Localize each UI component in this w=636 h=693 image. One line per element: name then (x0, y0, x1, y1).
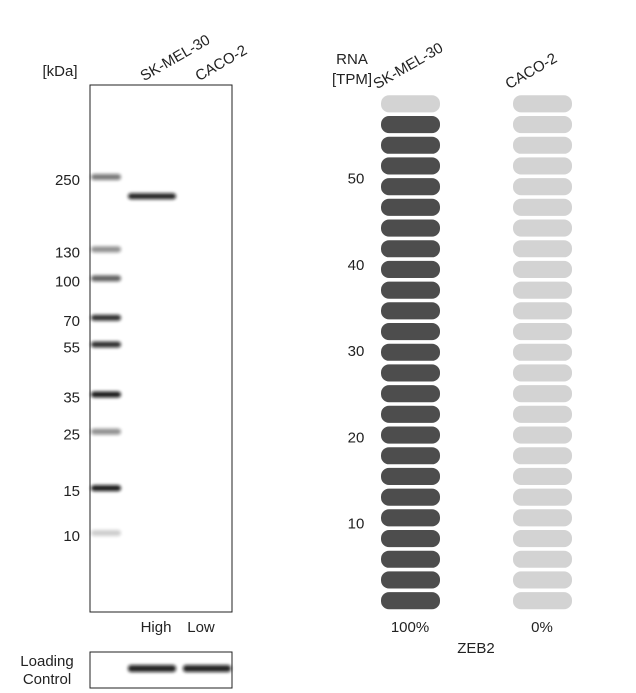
rna-pill (381, 509, 440, 527)
marker-label: 70 (63, 313, 80, 330)
blot-frame (89, 84, 233, 613)
rna-tick-label: 50 (348, 171, 365, 188)
rna-pill (513, 302, 572, 320)
marker-band (91, 428, 121, 435)
rna-pill (513, 343, 572, 361)
rna-pill (381, 550, 440, 568)
rna-pill (381, 447, 440, 465)
marker-label: 100 (55, 273, 80, 290)
marker-band (91, 314, 121, 321)
marker-band (91, 341, 121, 348)
marker-label: 25 (63, 427, 80, 444)
rna-pill (513, 95, 572, 113)
rna-pill (513, 281, 572, 299)
rna-pill (513, 592, 572, 610)
rna-lane-label: SK-MEL-30 (370, 39, 446, 92)
rna-pill (513, 571, 572, 589)
rna-pill (513, 219, 572, 237)
rna-pill (381, 240, 440, 258)
rna-pill (513, 385, 572, 403)
rna-axis-label: RNA (336, 51, 368, 68)
rna-pill (381, 260, 440, 278)
marker-band (91, 275, 121, 282)
level-label: Low (187, 619, 215, 636)
marker-band (91, 246, 121, 253)
rna-pill (513, 136, 572, 154)
rna-pill (513, 405, 572, 423)
rna-pill (513, 178, 572, 196)
rna-pill (381, 178, 440, 196)
marker-band (91, 530, 121, 536)
marker-label: 250 (55, 172, 80, 189)
rna-tick-label: 20 (348, 429, 365, 446)
rna-axis-label: [TPM] (332, 71, 372, 88)
rna-pill (513, 157, 572, 175)
rna-pill (381, 323, 440, 341)
rna-pill (381, 385, 440, 403)
rna-pill (513, 467, 572, 485)
marker-band (91, 485, 121, 492)
marker-label: 55 (63, 339, 80, 356)
rna-tick-label: 40 (348, 257, 365, 274)
loading-label: Control (23, 671, 71, 688)
rna-pill (381, 343, 440, 361)
rna-pill (513, 240, 572, 258)
marker-label: 15 (63, 483, 80, 500)
rna-pill (381, 364, 440, 382)
marker-band (91, 391, 121, 398)
marker-label: 130 (55, 244, 80, 261)
rna-pill (381, 592, 440, 610)
marker-label: 10 (63, 528, 80, 545)
rna-pill (381, 136, 440, 154)
rna-pill (513, 323, 572, 341)
loading-band (128, 665, 176, 672)
rna-pill (381, 116, 440, 134)
level-label: High (141, 619, 172, 636)
sample-band (128, 193, 176, 200)
rna-pill (513, 198, 572, 216)
rna-tick-label: 30 (348, 343, 365, 360)
rna-pill (513, 488, 572, 506)
rna-pill (513, 530, 572, 548)
percent-label: 0% (531, 619, 553, 636)
rna-pill (381, 198, 440, 216)
rna-pill (513, 364, 572, 382)
rna-pill (513, 260, 572, 278)
loading-band (183, 665, 231, 672)
rna-pill (381, 157, 440, 175)
rna-pill (513, 447, 572, 465)
rna-pill (513, 116, 572, 134)
rna-pill (381, 302, 440, 320)
rna-pill (513, 509, 572, 527)
rna-lane-label: CACO-2 (502, 50, 560, 93)
rna-pill (381, 426, 440, 444)
marker-label: 35 (63, 389, 80, 406)
rna-pill (381, 95, 440, 113)
marker-band (91, 174, 121, 180)
rna-pill (513, 426, 572, 444)
rna-pill (381, 219, 440, 237)
percent-label: 100% (391, 619, 429, 636)
rna-pill (381, 405, 440, 423)
rna-pill (381, 281, 440, 299)
rna-pill (381, 530, 440, 548)
rna-pill (381, 467, 440, 485)
rna-pill (381, 571, 440, 589)
rna-pill (381, 488, 440, 506)
loading-label: Loading (20, 653, 73, 670)
rna-pill (513, 550, 572, 568)
unit-label: [kDa] (42, 63, 77, 80)
gene-label: ZEB2 (457, 640, 495, 657)
rna-tick-label: 10 (348, 516, 365, 533)
